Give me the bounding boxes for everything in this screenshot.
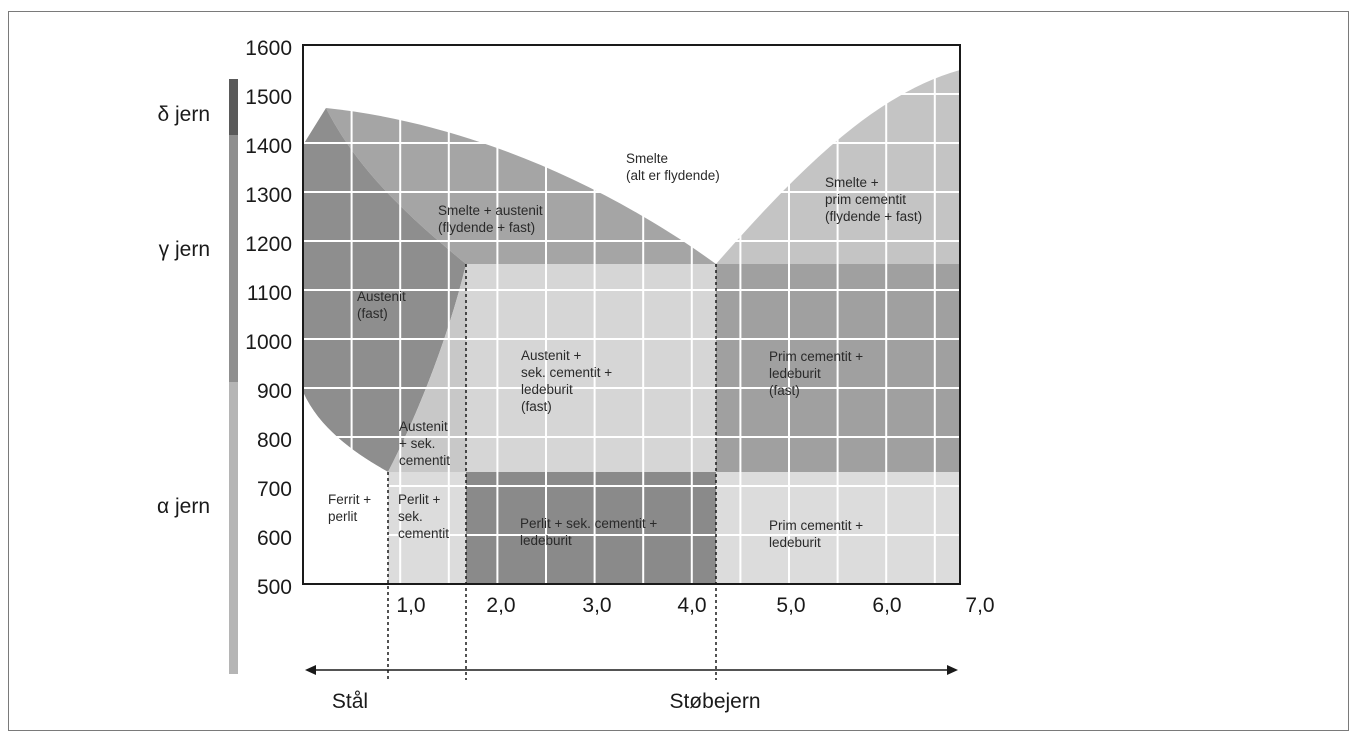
plot-border	[302, 44, 961, 585]
alpha-iron-label: α jern	[157, 495, 210, 518]
label-smelte-austenit: Smelte + austenit (flydende + fast)	[438, 203, 546, 235]
y-tick: 700	[257, 478, 292, 501]
iron-carbon-phase-diagram: 1600 1500 1400 1300 1200 1100 1000 900 8…	[157, 37, 995, 713]
cast-iron-label: Støbejern	[669, 690, 760, 713]
alpha-iron-bar	[229, 382, 238, 674]
y-tick: 1200	[245, 233, 292, 256]
label-prim-ledeburit-fast: Prim cementit + ledeburit (fast)	[769, 349, 867, 398]
gamma-iron-bar	[229, 135, 238, 382]
x-tick: 2,0	[486, 594, 515, 617]
label-austenit-sek: Austenit + sek. cementit	[399, 419, 452, 468]
x-tick: 7,0	[965, 594, 994, 617]
y-tick: 500	[257, 576, 292, 599]
steel-label: Stål	[332, 690, 368, 713]
label-perlit-sek-ledeburit: Perlit + sek. cementit + ledeburit	[520, 516, 661, 548]
label-smelte: Smelte (alt er flydende)	[626, 151, 720, 183]
y-tick: 800	[257, 429, 292, 452]
label-austenit-sek-ledeburit: Austenit + sek. cementit + ledeburit (fa…	[521, 348, 616, 414]
y-tick: 1100	[247, 282, 292, 305]
delta-iron-label: δ jern	[157, 103, 210, 126]
x-tick: 5,0	[776, 594, 805, 617]
grid-lines	[303, 45, 960, 584]
x-tick: 3,0	[582, 594, 611, 617]
arrow-right-icon	[947, 665, 958, 675]
region-perlit-sek-ledeburit	[466, 472, 716, 584]
x-axis-ticks: 1,0 2,0 3,0 4,0 5,0 6,0 7,0	[396, 594, 994, 617]
x-tick: 6,0	[872, 594, 901, 617]
gamma-iron-label: γ jern	[159, 238, 210, 261]
y-tick: 900	[257, 380, 292, 403]
y-tick: 1000	[245, 331, 292, 354]
y-tick: 1400	[245, 135, 292, 158]
x-tick: 4,0	[677, 594, 706, 617]
label-ferrit-perlit: Ferrit + perlit	[328, 492, 375, 524]
y-tick: 1500	[245, 86, 292, 109]
y-tick: 600	[257, 527, 292, 550]
label-prim-ledeburit: Prim cementit + ledeburit	[769, 518, 867, 550]
delta-iron-bar	[229, 79, 238, 135]
label-smelte-prim: Smelte + prim cementit (flydende + fast)	[825, 175, 922, 224]
y-tick: 1300	[245, 184, 292, 207]
y-axis-ticks: 1600 1500 1400 1300 1200 1100 1000 900 8…	[245, 37, 292, 599]
region-austenite-sek	[388, 264, 466, 472]
arrow-left-icon	[305, 665, 316, 675]
region-melt-austenite	[326, 108, 716, 264]
label-perlit-sek: Perlit + sek. cementit	[398, 492, 449, 541]
region-labels: Smelte (alt er flydende) Smelte + prim c…	[328, 151, 922, 550]
x-tick: 1,0	[396, 594, 425, 617]
label-austenit: Austenit (fast)	[357, 289, 410, 321]
y-tick: 1600	[245, 37, 292, 60]
